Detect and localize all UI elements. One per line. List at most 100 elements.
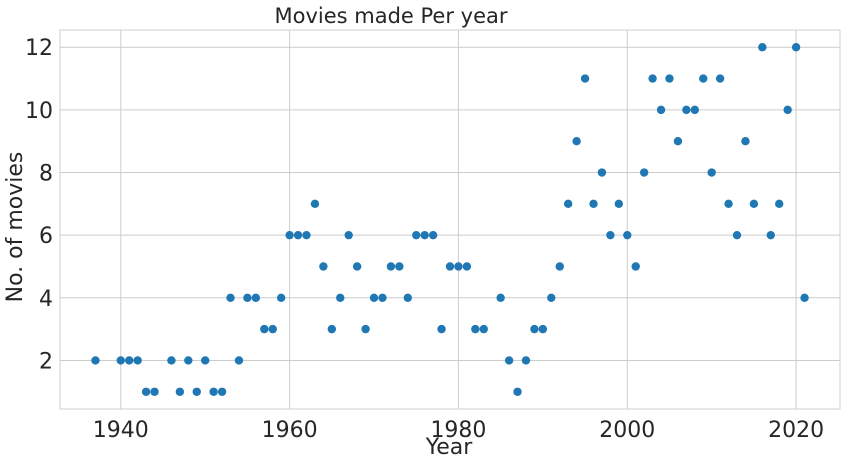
data-point [673, 136, 683, 146]
data-point [513, 387, 522, 396]
data-point [775, 199, 784, 209]
data-point [302, 230, 311, 240]
data-point [471, 324, 480, 334]
data-point [403, 293, 412, 303]
x-tick-label: 1960 [262, 418, 318, 443]
data-points [91, 43, 809, 396]
data-point [285, 230, 294, 240]
data-point [690, 105, 700, 115]
data-point [766, 230, 775, 240]
data-point [167, 356, 176, 365]
y-axis-label: No. of movies [3, 152, 28, 303]
data-point [749, 199, 759, 209]
data-point [276, 293, 286, 303]
data-point [682, 105, 691, 115]
data-point [521, 356, 531, 365]
data-point [614, 199, 624, 209]
data-point [504, 356, 514, 365]
data-point [268, 324, 277, 334]
data-point [260, 324, 269, 334]
data-point [791, 43, 801, 52]
chart-title: Movies made Per year [274, 4, 507, 28]
data-point [496, 293, 505, 303]
data-point [606, 230, 615, 240]
data-point [420, 230, 429, 240]
data-point [209, 387, 218, 396]
y-tick-label: 6 [39, 224, 53, 249]
y-tick-label: 10 [25, 99, 53, 124]
data-point [192, 387, 201, 396]
data-point [234, 356, 244, 365]
data-point [184, 356, 193, 365]
data-point [200, 356, 210, 365]
data-point [665, 74, 674, 83]
data-point [369, 293, 379, 303]
data-point [412, 230, 421, 240]
data-point [217, 387, 227, 396]
data-point [741, 136, 750, 146]
data-point [116, 356, 125, 365]
data-point [462, 262, 472, 271]
grid-lines [60, 30, 840, 409]
data-point [715, 74, 725, 83]
data-point [800, 293, 809, 303]
data-point [732, 230, 742, 240]
y-tick-label: 8 [39, 162, 53, 187]
data-point [150, 387, 159, 396]
y-tick-label: 4 [39, 287, 53, 312]
plot-frame [59, 29, 841, 410]
data-point [327, 324, 337, 334]
data-point [445, 262, 455, 271]
data-point [395, 262, 404, 271]
data-point [631, 262, 640, 271]
x-tick-label: 1980 [430, 418, 486, 443]
data-point [479, 324, 488, 334]
data-point [91, 356, 100, 365]
data-point [724, 199, 733, 209]
data-point [639, 168, 649, 177]
data-point [319, 262, 328, 271]
y-axis-ticks: 2 4 6 8 10 12 [25, 36, 53, 374]
data-point [141, 387, 151, 396]
data-point [386, 262, 396, 271]
data-point [783, 105, 792, 115]
data-point [758, 43, 767, 52]
data-point [623, 230, 632, 240]
data-point [226, 293, 235, 303]
data-point [293, 230, 303, 240]
data-point [428, 230, 438, 240]
data-point [175, 387, 185, 396]
data-point [378, 293, 387, 303]
data-point [125, 356, 134, 365]
data-point [597, 168, 607, 177]
data-point [547, 293, 556, 303]
data-point [538, 324, 548, 334]
data-point [707, 168, 716, 177]
x-tick-label: 2020 [768, 418, 824, 443]
y-tick-label: 12 [25, 36, 53, 61]
data-point [344, 230, 353, 240]
data-point [437, 324, 446, 334]
data-point [530, 324, 539, 334]
data-point [656, 105, 666, 115]
data-point [361, 324, 370, 334]
data-point [555, 262, 564, 271]
x-axis-label: Year [425, 435, 474, 460]
data-point [336, 293, 345, 303]
data-point [589, 199, 598, 209]
data-point [454, 262, 463, 271]
data-point [572, 136, 581, 146]
x-axis-ticks: 1940 1960 1980 2000 2020 [93, 418, 824, 443]
x-tick-label: 1940 [93, 418, 149, 443]
x-tick-label: 2000 [599, 418, 655, 443]
data-point [563, 199, 573, 209]
data-point [648, 74, 657, 83]
data-point [133, 356, 142, 365]
data-point [580, 74, 590, 83]
data-point [310, 199, 320, 209]
data-point [243, 293, 252, 303]
data-point [699, 74, 708, 83]
data-point [352, 262, 362, 271]
y-tick-label: 2 [39, 349, 53, 374]
